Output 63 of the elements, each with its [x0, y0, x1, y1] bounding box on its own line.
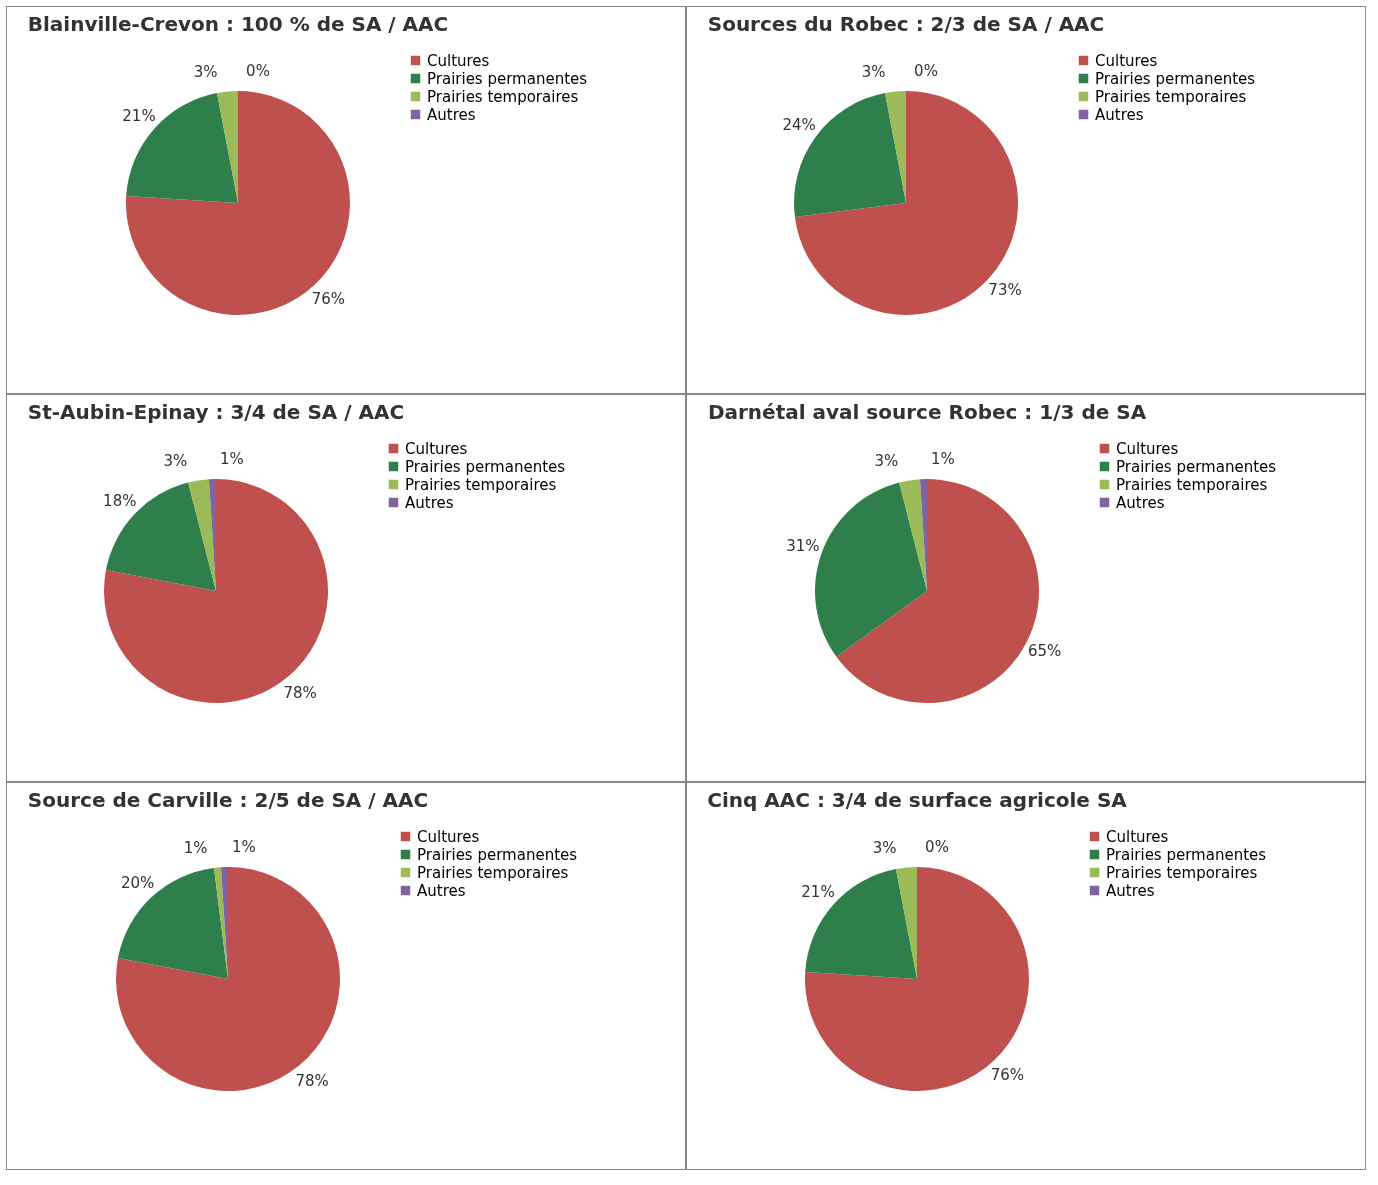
legend-label: Autres — [427, 105, 476, 124]
data-label: 21% — [801, 882, 835, 901]
legend-label: Cultures — [1116, 439, 1179, 458]
legend-label: Autres — [1116, 493, 1165, 512]
pie-slice — [885, 91, 906, 203]
pie-slice — [116, 867, 340, 1091]
legend-label: Cultures — [1095, 51, 1158, 70]
pie-slice — [104, 479, 328, 703]
data-label: 1% — [930, 450, 955, 469]
chart-title: Sources du Robec : 2/3 de SA / AAC — [707, 12, 1105, 36]
legend-label: Autres — [405, 493, 454, 512]
legend-label: Prairies permanentes — [405, 457, 566, 476]
pie-slice — [117, 867, 228, 979]
data-label: 3% — [861, 62, 886, 81]
data-label: 3% — [163, 451, 188, 470]
pie-slice — [188, 479, 216, 591]
text: 0% — [925, 838, 949, 856]
legend-label: Cultures — [405, 439, 468, 458]
data-label: 3% — [193, 62, 218, 81]
pie-slice — [105, 482, 216, 591]
legend-label: Autres — [1095, 105, 1144, 124]
legend-label: Cultures — [417, 827, 480, 846]
chart-title: St-Aubin-Epinay : 3/4 de SA / AAC — [27, 400, 405, 424]
legend-label: Prairies permanentes — [427, 69, 588, 88]
data-label: 76% — [990, 1066, 1025, 1085]
data-label: 1% — [183, 838, 208, 857]
data-label: 21% — [122, 106, 156, 125]
data-label: 76% — [311, 290, 346, 309]
legend-label: Prairies temporaires — [1116, 475, 1268, 494]
data-label: 24% — [782, 116, 816, 135]
data-label: 78% — [295, 1071, 329, 1090]
data-label: 73% — [988, 281, 1022, 300]
data-label: 1% — [231, 838, 256, 857]
legend-label: Cultures — [427, 51, 490, 70]
data-label: 18% — [103, 491, 137, 510]
data-label: 20% — [120, 873, 155, 892]
data-label: 65% — [1027, 641, 1062, 660]
legend-label: Cultures — [1106, 827, 1169, 846]
data-label: 78% — [283, 683, 317, 702]
data-label: 31% — [786, 537, 820, 556]
text: 0% — [914, 62, 938, 80]
chart-title: Blainville-Crevon : 100 % de SA / AAC — [27, 12, 449, 36]
legend-label: Prairies temporaires — [405, 475, 557, 494]
legend-label: Prairies permanentes — [1106, 845, 1267, 864]
legend-label: Prairies temporaires — [427, 87, 579, 106]
legend-label: Autres — [417, 881, 466, 900]
legend-label: Prairies temporaires — [1106, 863, 1258, 882]
legend-label: Prairies permanentes — [1095, 69, 1256, 88]
legend-label: Prairies temporaires — [1095, 87, 1247, 106]
chart-title: Darnétal aval source Robec : 1/3 de SA — [707, 400, 1147, 424]
chart-title: Cinq AAC : 3/4 de surface agricole SA — [707, 788, 1128, 812]
data-label: 3% — [874, 451, 899, 470]
chart-title: Source de Carville : 2/5 de SA / AAC — [27, 788, 429, 812]
pie-slice — [899, 479, 927, 591]
pie-slice — [217, 91, 238, 203]
legend-label: Prairies permanentes — [1116, 457, 1277, 476]
data-label: 1% — [219, 450, 244, 469]
pie-slice — [896, 867, 917, 979]
legend-label: Prairies temporaires — [417, 863, 569, 882]
data-label: 3% — [872, 838, 897, 857]
text: 0% — [246, 62, 270, 80]
legend-label: Prairies permanentes — [417, 845, 578, 864]
legend-label: Autres — [1106, 881, 1155, 900]
